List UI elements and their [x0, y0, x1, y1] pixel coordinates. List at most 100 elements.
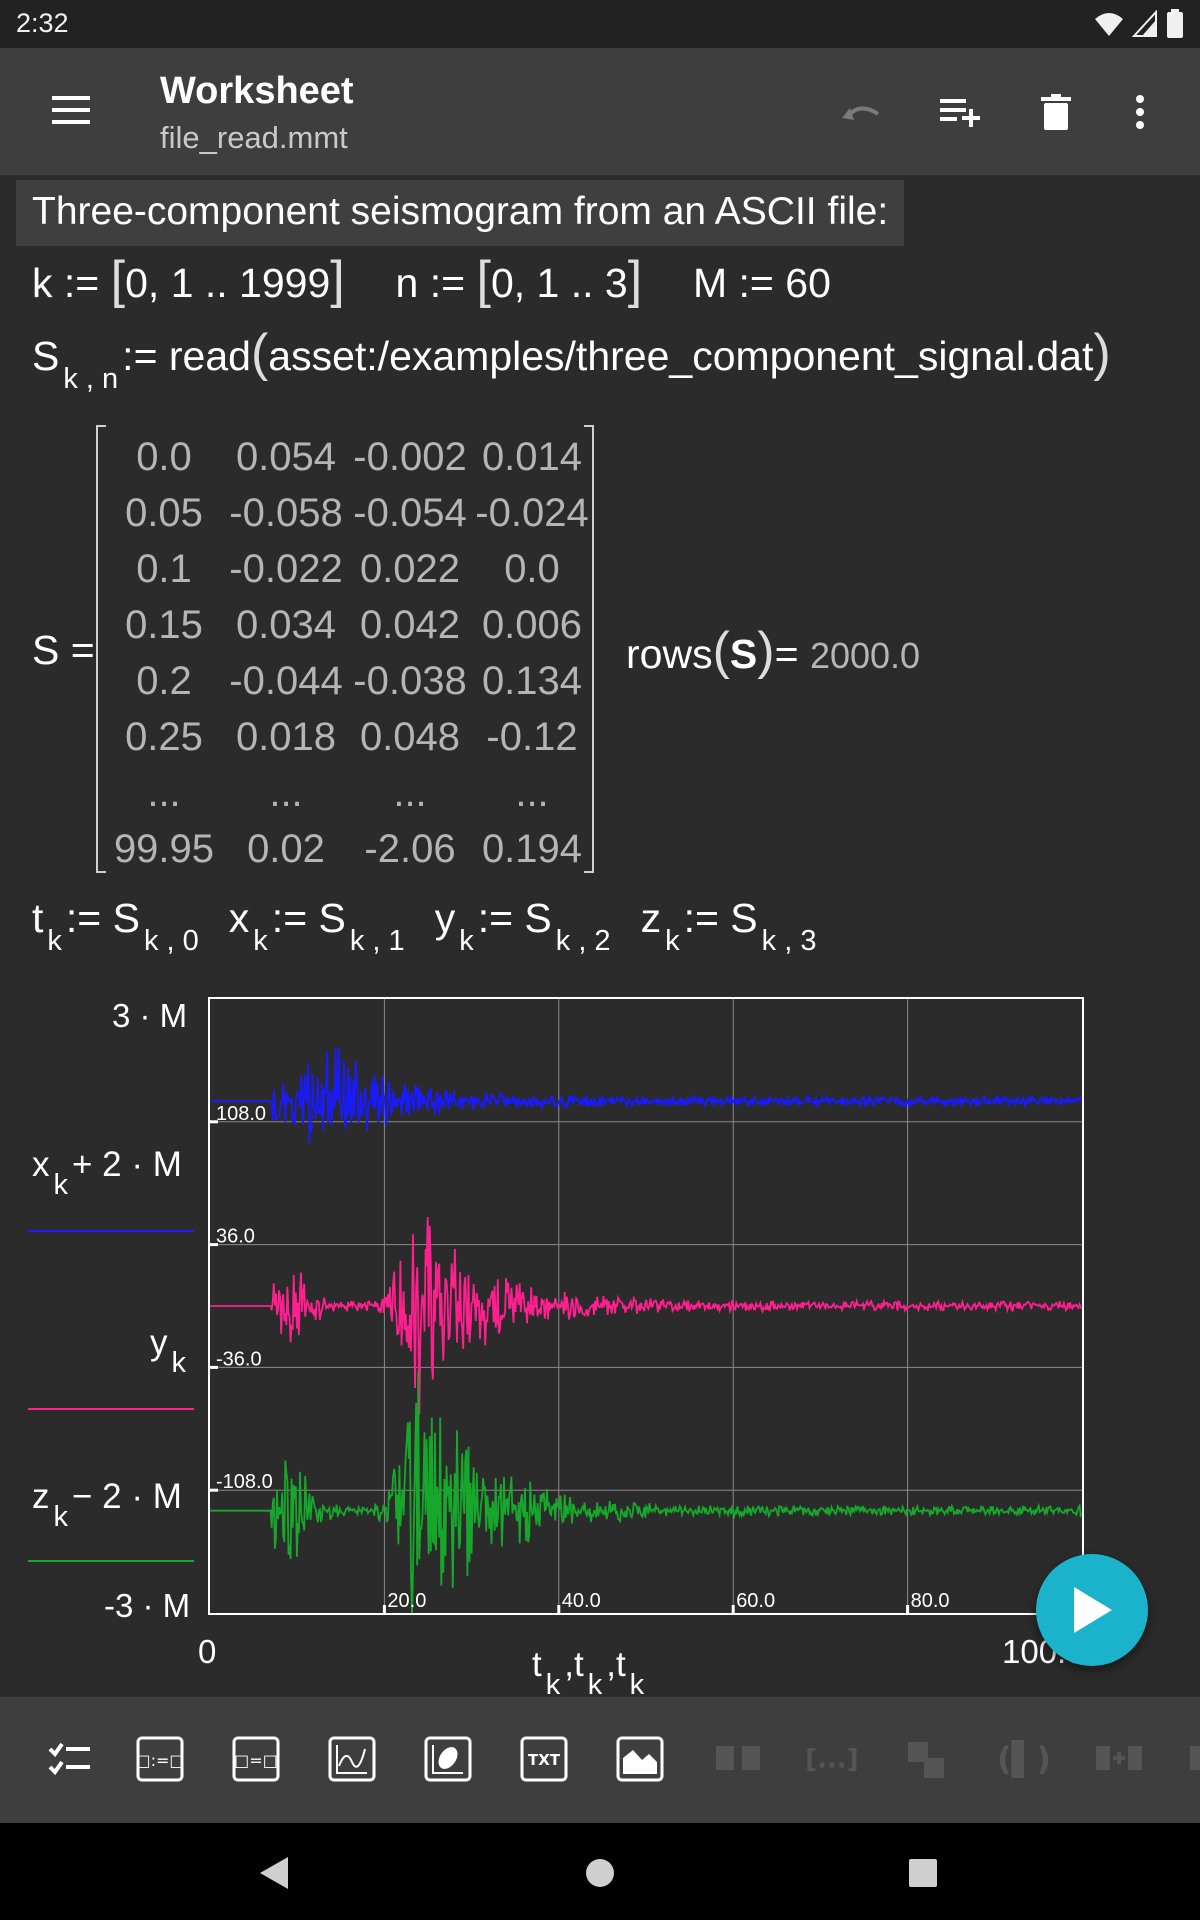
matrix-cell: 0.0: [136, 435, 192, 479]
run-button[interactable]: [1036, 1554, 1148, 1666]
xlabel-sub: k: [545, 1669, 561, 1697]
insert-col-icon: [1096, 1746, 1142, 1770]
assign-rhs-sub: k , 1: [349, 925, 405, 957]
matrix-row: 0.0 0.054 -0.002 0.014: [98, 435, 596, 491]
text-fragment[interactable]: Three-component seismogram from an ASCII…: [16, 180, 905, 246]
svg-text:(▌): (▌): [998, 1739, 1050, 1778]
hamburger-line: [52, 120, 90, 124]
matrix-row: 0.15 0.034 0.042 0.006: [98, 603, 596, 659]
status-bar: 2:32: [0, 0, 1200, 48]
back-icon[interactable]: [258, 1855, 290, 1891]
palette-list[interactable]: [...]: [806, 1733, 858, 1785]
overflow-menu-button[interactable]: [1112, 84, 1168, 140]
matrix-cell: -0.022: [229, 547, 343, 591]
file-name: file_read.mmt: [160, 120, 348, 155]
term-palette: □:=□ □=□ TXT [...] (▌): [0, 1697, 1200, 1823]
matrix-cell: 0.05: [125, 491, 203, 535]
palette-table[interactable]: [712, 1733, 764, 1785]
paren: ): [757, 622, 775, 680]
assign-rhs-sub: k , 2: [555, 925, 611, 957]
legend-text: − 2 · M: [72, 1477, 182, 1516]
xlabel-t1: t: [532, 1645, 542, 1684]
matrix-label: S =: [32, 627, 95, 673]
bracket: [: [110, 251, 126, 309]
assign-op: := S: [477, 895, 552, 941]
palette-equation[interactable]: □:=□: [134, 1733, 186, 1785]
k-range: 0, 1 .. 1999: [125, 260, 331, 306]
matrix-cell: 0.054: [235, 435, 337, 479]
matrix-row: 0.1 -0.022 0.022 0.0: [98, 547, 596, 603]
palette-result[interactable]: □=□: [230, 1733, 282, 1785]
xlabel-sub: k: [587, 1669, 603, 1697]
palette-image[interactable]: [614, 1733, 666, 1785]
matrix-cell: 0.034: [235, 603, 337, 647]
matrix-cell: 0.02: [247, 827, 325, 871]
legend-entry: zk− 2 · M: [32, 1477, 182, 1533]
matrix-cell: ...: [147, 771, 181, 815]
paren-icon: (▌): [998, 1739, 1050, 1778]
more-vert-icon: [1136, 95, 1144, 129]
k-var: k: [32, 260, 53, 306]
delete-button[interactable]: [1028, 84, 1084, 140]
list-icon: [...]: [806, 1744, 858, 1774]
battery-icon: [1167, 9, 1183, 38]
rows-value: 2000.0: [809, 635, 921, 676]
plot-canvas: 20.0 40.0 60.0 80.0 108.0 36.0 -36.0 -108.0: [210, 999, 1083, 1615]
rows-expression[interactable]: rows(S)= 2000.0: [626, 621, 920, 681]
matrix-cell: ...: [269, 771, 303, 815]
palette-plot-parametric[interactable]: [422, 1733, 474, 1785]
matrix-cell: 99.95: [113, 827, 215, 871]
definitions-row[interactable]: k := [0, 1 .. 1999] n := [0, 1 .. 3] M :…: [32, 250, 831, 310]
x-tick-label: 40.0: [562, 1590, 601, 1612]
y-min-label: -3 · M: [104, 1587, 191, 1624]
series-2-line: [210, 1371, 1083, 1615]
navigation-bar: [0, 1823, 1200, 1920]
bracket: ]: [627, 251, 643, 309]
matrix-s: 0.0 0.054 -0.002 0.014 0.05 -0.058 -0.054 -0.02…: [96, 425, 594, 873]
rows-arg: S: [729, 631, 758, 677]
assign-rhs-sub: k , 3: [761, 925, 817, 957]
plot-function-icon: [328, 1736, 376, 1782]
svg-text:□:=□: □:=□: [136, 1751, 184, 1770]
legend-entry: xk+ 2 · M: [32, 1145, 182, 1201]
palette-checklist[interactable]: [44, 1733, 96, 1785]
equation-icon: □:=□: [136, 1736, 184, 1782]
rows-equals: =: [774, 631, 799, 677]
assign-op: :=: [429, 260, 466, 306]
add-term-button[interactable]: [932, 84, 988, 140]
palette-matrix[interactable]: [902, 1733, 954, 1785]
palette-more[interactable]: [1186, 1733, 1200, 1785]
palette-paren[interactable]: (▌): [998, 1733, 1050, 1785]
palette-plot-function[interactable]: [326, 1733, 378, 1785]
palette-insert-column[interactable]: [1094, 1733, 1146, 1785]
home-icon[interactable]: [585, 1858, 615, 1888]
recents-icon[interactable]: [908, 1858, 938, 1888]
partial-icon: [1190, 1746, 1200, 1770]
matrix-cell: -0.038: [353, 659, 467, 703]
assign-op: := S: [271, 895, 346, 941]
y-max-label: 3 · M: [112, 997, 188, 1034]
matrix-cell: 0.014: [481, 435, 583, 479]
trash-icon: [1041, 94, 1071, 130]
matrix-cell: -0.058: [229, 491, 343, 535]
menu-button[interactable]: [36, 86, 108, 134]
legend-line: [28, 1230, 194, 1232]
undo-button[interactable]: [834, 84, 890, 140]
seismogram-plot[interactable]: 20.0 40.0 60.0 80.0 108.0 36.0 -36.0 -108.0: [208, 997, 1084, 1615]
legend-text: + 2 · M: [72, 1145, 182, 1184]
matrix-cell: 0.1: [136, 547, 192, 591]
worksheet[interactable]: Three-component seismogram from an ASCII…: [0, 175, 1200, 1697]
palette-text[interactable]: TXT: [518, 1733, 570, 1785]
svg-text:[...]: [...]: [806, 1744, 858, 1774]
matrix-cell: -0.002: [353, 435, 467, 479]
assign-op: :=: [63, 260, 100, 306]
table-icon: [716, 1746, 760, 1770]
rows-func: rows: [626, 631, 713, 677]
legend-line: [28, 1408, 194, 1410]
